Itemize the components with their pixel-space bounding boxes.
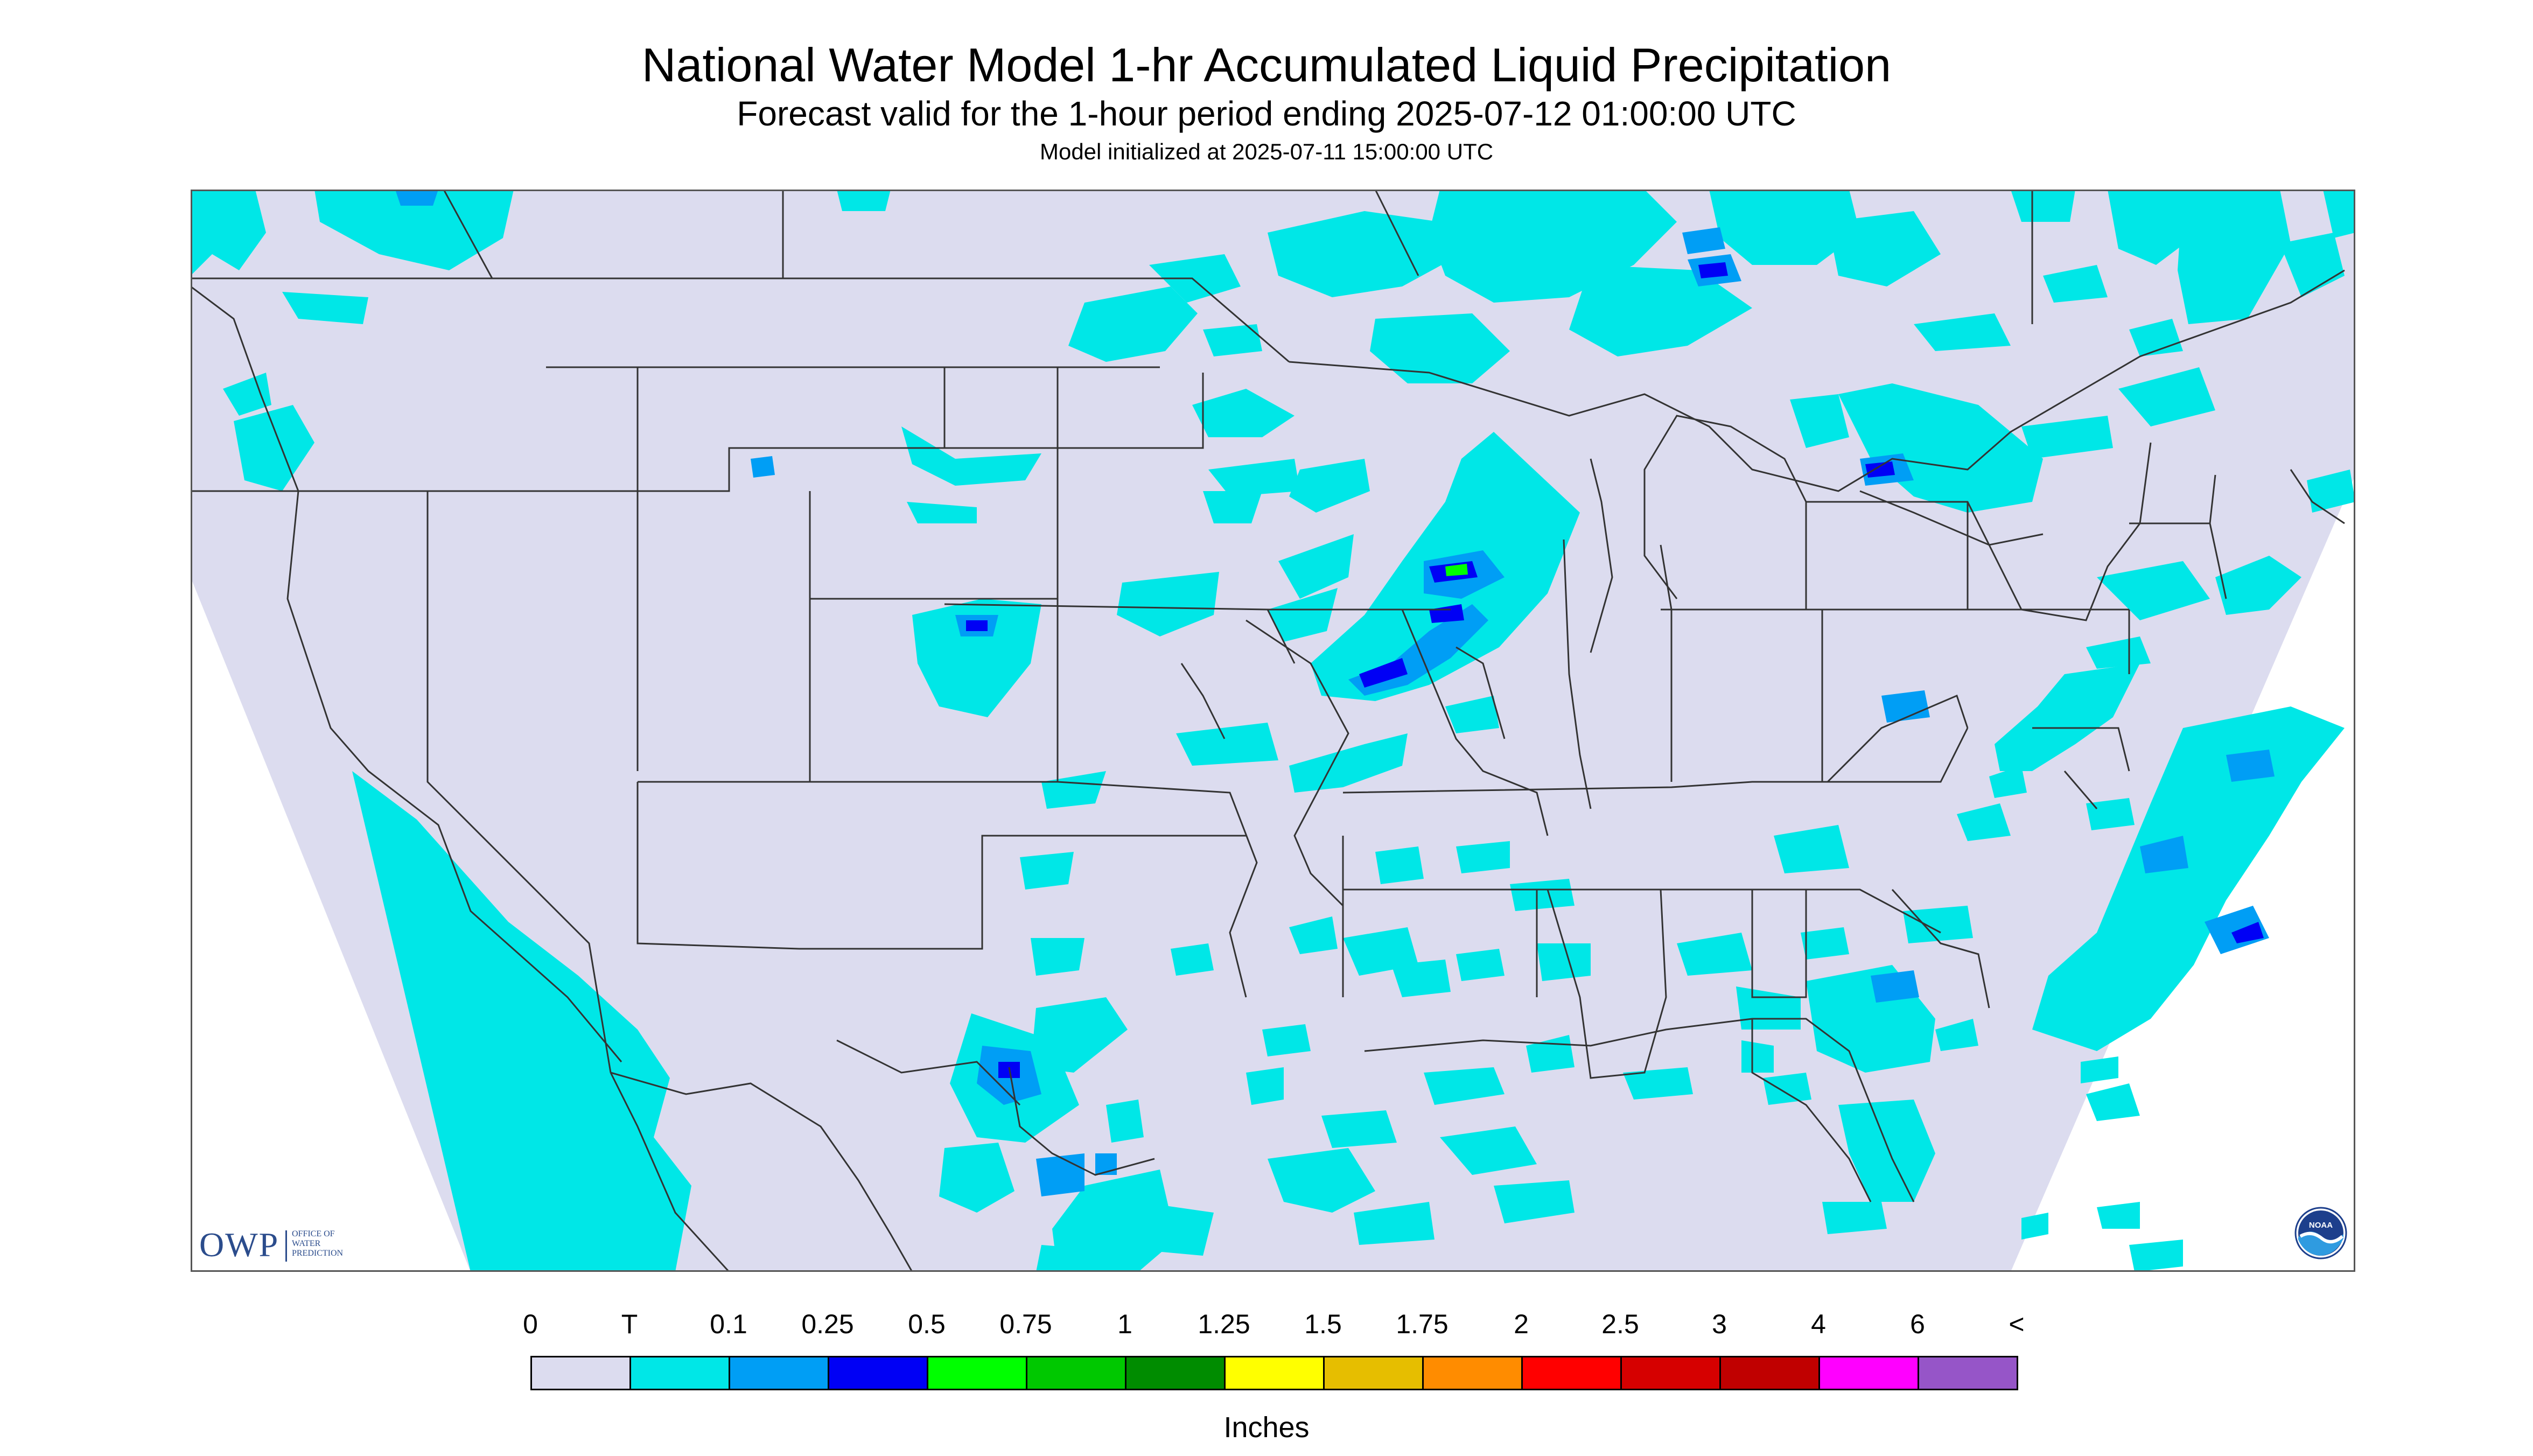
owp-logo-divider [285, 1230, 287, 1262]
legend-swatch [1719, 1356, 1820, 1390]
legend-swatch [530, 1356, 631, 1390]
owp-logo: OWP OFFICE OF WATER PREDICTION [199, 1225, 377, 1268]
legend-swatch [629, 1356, 730, 1390]
legend-swatch [1818, 1356, 1919, 1390]
legend-swatch [1918, 1356, 2018, 1390]
legend-units: Inches [1223, 1411, 1310, 1444]
owp-logo-line-3: PREDICTION [292, 1249, 344, 1258]
legend-swatch [1422, 1356, 1523, 1390]
legend-label: 4 [1811, 1309, 1826, 1339]
legend-label: T [621, 1309, 638, 1339]
legend-swatch [729, 1356, 829, 1390]
owp-logo-line-2: WATER [292, 1239, 321, 1248]
legend-label: 6 [1910, 1309, 1925, 1339]
forecast-valid-subtitle: Forecast valid for the 1-hour period end… [737, 94, 1796, 133]
legend-label: 1.75 [1396, 1309, 1449, 1339]
legend-color-bar [530, 1356, 2018, 1390]
legend-label: < [2009, 1309, 2025, 1339]
legend-swatch [1224, 1356, 1325, 1390]
legend-label: 3 [1712, 1309, 1727, 1339]
legend-swatch [828, 1356, 928, 1390]
legend-label: 0 [523, 1309, 538, 1339]
owp-logo-subtitle: OFFICE OF WATER PREDICTION [292, 1229, 383, 1258]
model-init-line: Model initialized at 2025-07-11 15:00:00… [1039, 139, 1494, 164]
noaa-logo-text: NOAA [2309, 1221, 2333, 1230]
outside-projection-left [191, 577, 471, 1272]
precip-light [191, 190, 2355, 1272]
legend-swatch [927, 1356, 1027, 1390]
legend-label: 0.75 [999, 1309, 1052, 1339]
map-title: National Water Model 1-hr Accumulated Li… [641, 38, 1892, 92]
legend-label: 0.1 [710, 1309, 747, 1339]
legend-label: 2 [1514, 1309, 1529, 1339]
owp-logo-word: OWP [199, 1226, 279, 1264]
boundary-lines [191, 190, 2345, 1272]
legend-label: 0.5 [908, 1309, 946, 1339]
legend-swatch [1521, 1356, 1622, 1390]
legend-labels: 0 T 0.1 0.25 0.5 0.75 1 1.25 1.5 1.75 2 … [0, 1308, 2533, 1346]
legend-swatch [1125, 1356, 1226, 1390]
legend-swatch [1026, 1356, 1126, 1390]
map-frame [191, 190, 2355, 1272]
legend-label: 1.5 [1304, 1309, 1342, 1339]
legend-label: 2.5 [1601, 1309, 1639, 1339]
precip-peak [1445, 564, 1468, 576]
legend-swatch [1620, 1356, 1721, 1390]
legend-label: 1 [1117, 1309, 1132, 1339]
owp-logo-line-1: OFFICE OF [292, 1229, 335, 1238]
legend-label: 0.25 [801, 1309, 854, 1339]
legend-label: 1.25 [1198, 1309, 1250, 1339]
noaa-logo: NOAA [2294, 1207, 2347, 1259]
precipitation-map [191, 190, 2355, 1272]
legend-swatch [1323, 1356, 1424, 1390]
